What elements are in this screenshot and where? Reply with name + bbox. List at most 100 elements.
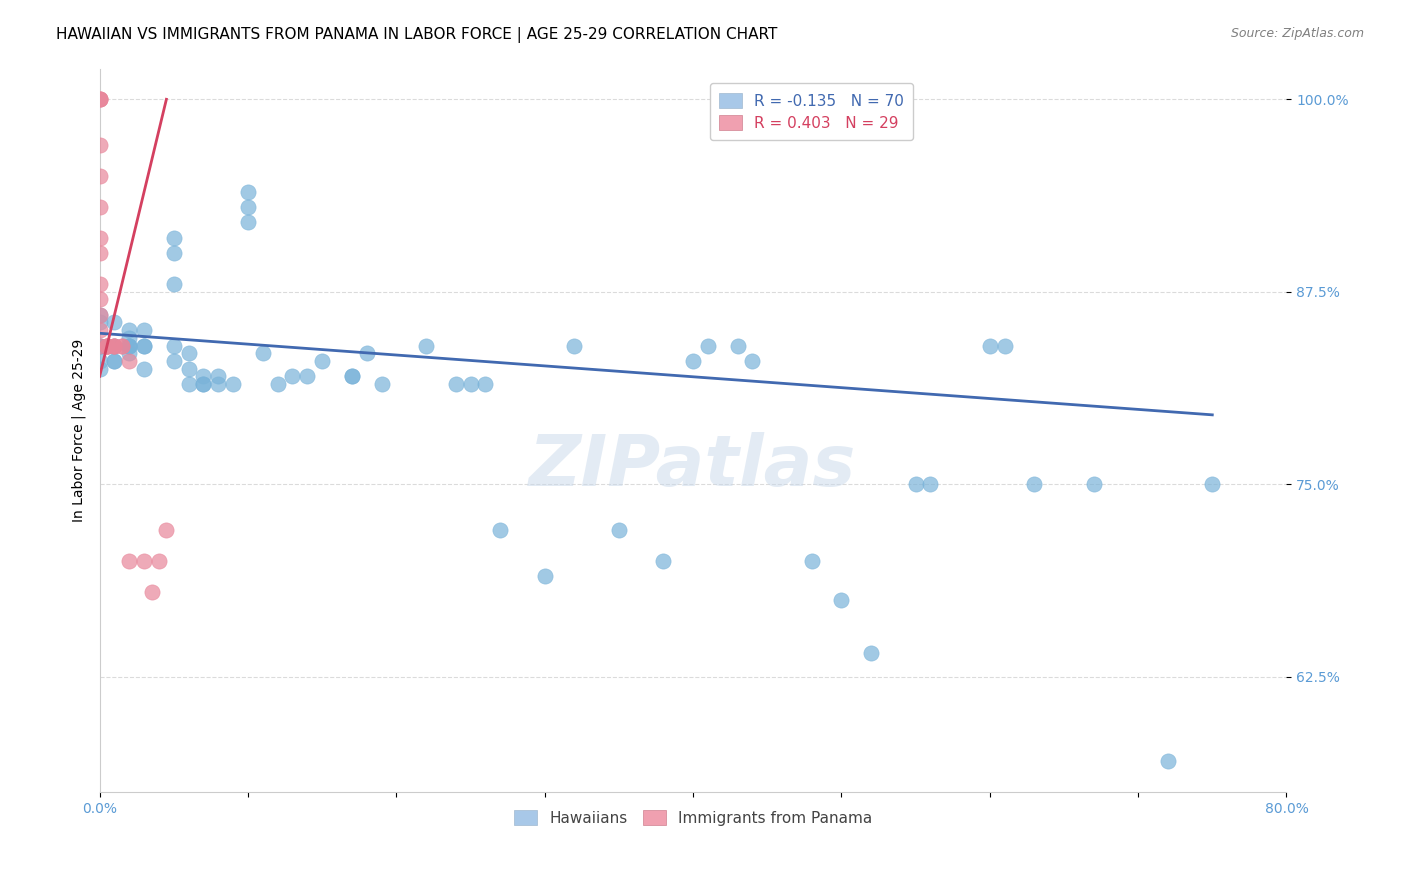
Point — [111, 338, 134, 352]
Point — [830, 592, 852, 607]
Point — [920, 477, 942, 491]
Point — [727, 338, 749, 352]
Point — [89, 316, 111, 330]
Point — [460, 377, 482, 392]
Point — [89, 308, 111, 322]
Point — [89, 246, 111, 260]
Y-axis label: In Labor Force | Age 25-29: In Labor Force | Age 25-29 — [72, 339, 86, 522]
Point — [444, 377, 467, 392]
Point — [134, 338, 156, 352]
Text: HAWAIIAN VS IMMIGRANTS FROM PANAMA IN LABOR FORCE | AGE 25-29 CORRELATION CHART: HAWAIIAN VS IMMIGRANTS FROM PANAMA IN LA… — [56, 27, 778, 43]
Point — [236, 185, 259, 199]
Point — [979, 338, 1001, 352]
Point — [103, 338, 125, 352]
Point — [177, 377, 200, 392]
Point — [800, 554, 823, 568]
Point — [103, 338, 125, 352]
Point — [252, 346, 274, 360]
Point — [118, 331, 141, 345]
Point — [89, 169, 111, 184]
Point — [89, 354, 111, 368]
Point — [103, 316, 125, 330]
Point — [533, 569, 555, 583]
Point — [96, 338, 118, 352]
Text: ZIPatlas: ZIPatlas — [530, 432, 856, 501]
Point — [89, 231, 111, 245]
Point — [163, 231, 186, 245]
Point — [163, 354, 186, 368]
Point — [682, 354, 704, 368]
Point — [281, 369, 304, 384]
Point — [155, 523, 177, 537]
Point — [1201, 477, 1223, 491]
Point — [96, 338, 118, 352]
Point — [607, 523, 630, 537]
Point — [236, 215, 259, 229]
Point — [207, 369, 229, 384]
Point — [370, 377, 392, 392]
Point — [177, 346, 200, 360]
Point — [96, 338, 118, 352]
Point — [111, 338, 134, 352]
Point — [222, 377, 245, 392]
Point — [1024, 477, 1046, 491]
Point — [118, 346, 141, 360]
Point — [89, 361, 111, 376]
Point — [904, 477, 927, 491]
Point — [118, 323, 141, 337]
Point — [89, 138, 111, 153]
Point — [89, 338, 111, 352]
Point — [134, 323, 156, 337]
Point — [148, 554, 170, 568]
Point — [118, 338, 141, 352]
Point — [134, 554, 156, 568]
Point — [118, 338, 141, 352]
Point — [118, 554, 141, 568]
Point — [193, 369, 215, 384]
Legend: Hawaiians, Immigrants from Panama: Hawaiians, Immigrants from Panama — [505, 801, 882, 835]
Point — [207, 377, 229, 392]
Point — [96, 338, 118, 352]
Point — [356, 346, 378, 360]
Point — [89, 338, 111, 352]
Point — [118, 354, 141, 368]
Point — [163, 246, 186, 260]
Point — [474, 377, 496, 392]
Point — [89, 308, 111, 322]
Point — [96, 338, 118, 352]
Point — [134, 361, 156, 376]
Point — [177, 361, 200, 376]
Point — [141, 585, 163, 599]
Point — [103, 354, 125, 368]
Point — [340, 369, 363, 384]
Point — [489, 523, 512, 537]
Point — [311, 354, 333, 368]
Point — [89, 323, 111, 337]
Point — [103, 354, 125, 368]
Text: Source: ZipAtlas.com: Source: ZipAtlas.com — [1230, 27, 1364, 40]
Point — [193, 377, 215, 392]
Point — [1157, 754, 1180, 768]
Point — [103, 338, 125, 352]
Point — [118, 338, 141, 352]
Point — [652, 554, 675, 568]
Point — [89, 293, 111, 307]
Point — [696, 338, 718, 352]
Point — [103, 338, 125, 352]
Point — [994, 338, 1017, 352]
Point — [193, 377, 215, 392]
Point — [564, 338, 586, 352]
Point — [1083, 477, 1105, 491]
Point — [415, 338, 437, 352]
Point — [266, 377, 288, 392]
Point — [89, 92, 111, 106]
Point — [89, 277, 111, 291]
Point — [134, 338, 156, 352]
Point — [89, 92, 111, 106]
Point — [89, 92, 111, 106]
Point — [89, 338, 111, 352]
Point — [163, 277, 186, 291]
Point — [297, 369, 319, 384]
Point — [860, 647, 883, 661]
Point — [89, 200, 111, 214]
